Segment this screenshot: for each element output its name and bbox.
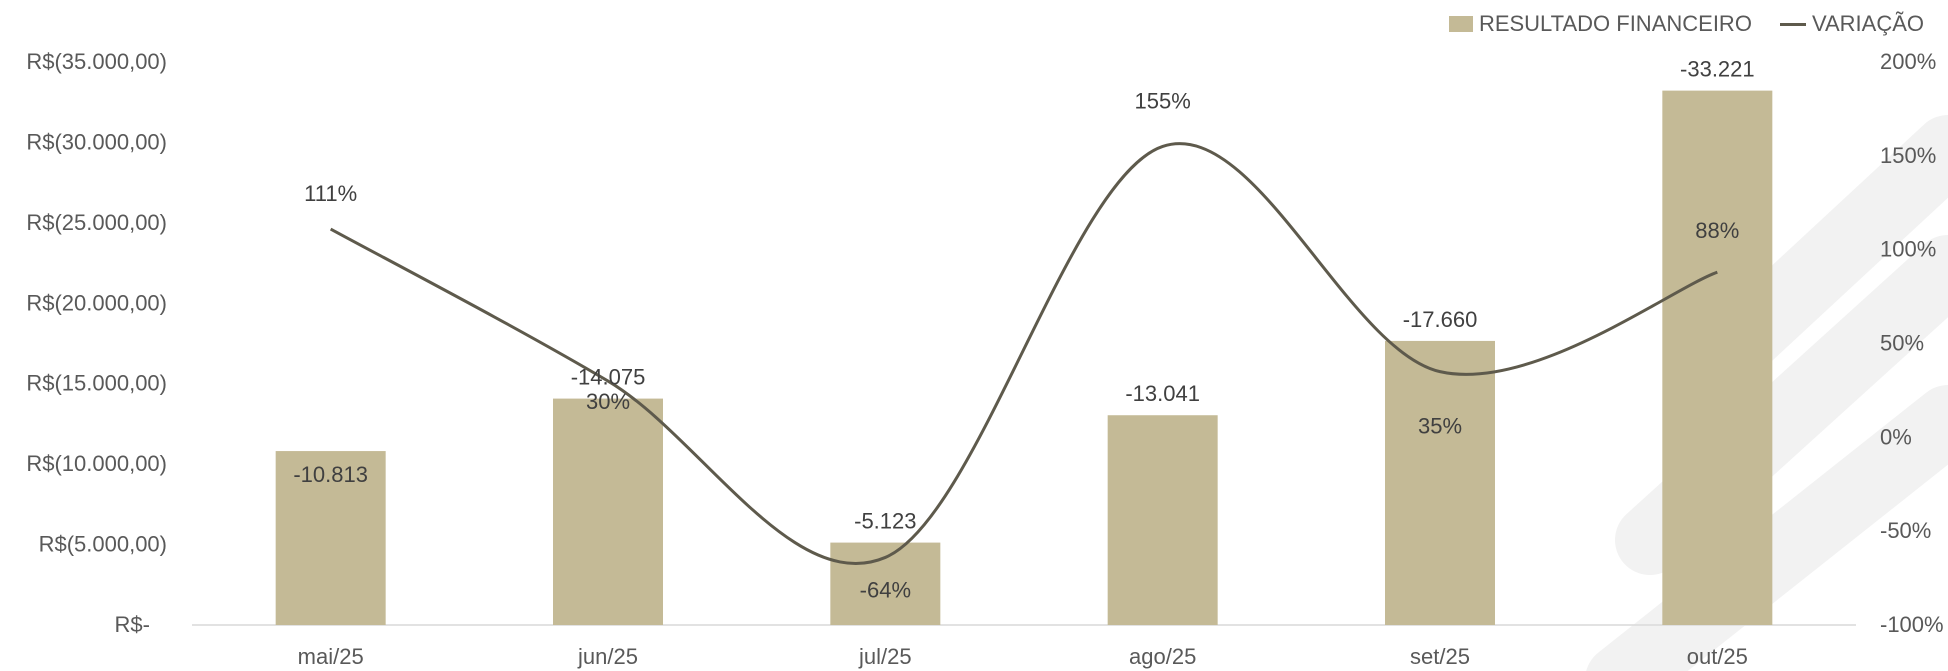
- line-data-label: 88%: [1695, 218, 1739, 243]
- bar-data-label: -14.075: [571, 365, 646, 390]
- x-axis-tick-label: out/25: [1687, 644, 1748, 669]
- right-axis-tick-label: -100%: [1880, 612, 1944, 637]
- left-axis-tick-label: R$(5.000,00): [39, 532, 167, 557]
- left-axis-tick-label: R$-: [115, 612, 150, 637]
- legend-item-bar: RESULTADO FINANCEIRO: [1448, 11, 1752, 37]
- right-axis-tick-label: -50%: [1880, 518, 1931, 543]
- line-data-label: 30%: [586, 389, 630, 414]
- line-data-label: -64%: [860, 577, 911, 602]
- bar-data-label: -5.123: [854, 509, 916, 534]
- bar-ago-25: [1107, 415, 1218, 625]
- variation-line: [329, 142, 1718, 565]
- legend-line-swatch: [1779, 22, 1806, 26]
- bar-jun-25: [553, 398, 663, 625]
- legend-item-line: VARIAÇÃO: [1779, 11, 1924, 37]
- bar-set-25: [1385, 340, 1495, 625]
- legend-bar-label: RESULTADO FINANCEIRO: [1478, 11, 1752, 36]
- x-axis-tick-label: mai/25: [298, 644, 364, 669]
- bar-mai-25: [275, 451, 386, 625]
- left-axis-tick-label: R$(25.000,00): [26, 210, 167, 235]
- x-axis-tick-label: set/25: [1410, 644, 1470, 669]
- right-axis-tick-label: 200%: [1880, 49, 1936, 74]
- legend-line-label: VARIAÇÃO: [1811, 11, 1924, 36]
- bar-data-label: -13.041: [1125, 381, 1200, 406]
- x-axis-tick-label: jul/25: [858, 644, 912, 669]
- left-axis-tick-label: R$(10.000,00): [26, 451, 167, 476]
- right-axis-tick-label: 0%: [1880, 424, 1912, 449]
- right-axis-tick-label: 150%: [1880, 143, 1936, 168]
- line-data-label: 155%: [1135, 88, 1191, 113]
- right-axis-tick-label: 100%: [1880, 237, 1936, 262]
- left-axis-tick-label: R$(20.000,00): [26, 290, 167, 315]
- right-axis-tick-label: 50%: [1880, 331, 1924, 356]
- bar-out-25: [1662, 90, 1773, 626]
- bar-data-label: -33.221: [1680, 57, 1755, 82]
- bar-data-label: -10.813: [293, 462, 368, 487]
- x-axis-tick-label: ago/25: [1129, 644, 1196, 669]
- line-data-label: 111%: [304, 181, 357, 206]
- left-axis-tick-label: R$(30.000,00): [26, 129, 167, 154]
- legend: RESULTADO FINANCEIRO VARIAÇÃO: [1421, 11, 1924, 37]
- bar-data-label: -17.660: [1403, 307, 1478, 332]
- legend-bar-swatch: [1448, 16, 1473, 32]
- line-data-label: 35%: [1418, 414, 1462, 439]
- left-axis-tick-label: R$(35.000,00): [26, 49, 167, 74]
- x-axis-tick-label: jun/25: [577, 644, 638, 669]
- left-axis-tick-label: R$(15.000,00): [26, 371, 167, 396]
